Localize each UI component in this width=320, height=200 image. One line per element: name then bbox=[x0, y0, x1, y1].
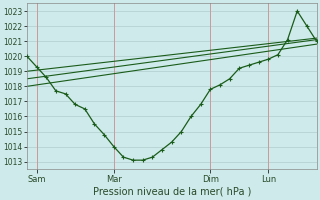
X-axis label: Pression niveau de la mer( hPa ): Pression niveau de la mer( hPa ) bbox=[92, 187, 251, 197]
